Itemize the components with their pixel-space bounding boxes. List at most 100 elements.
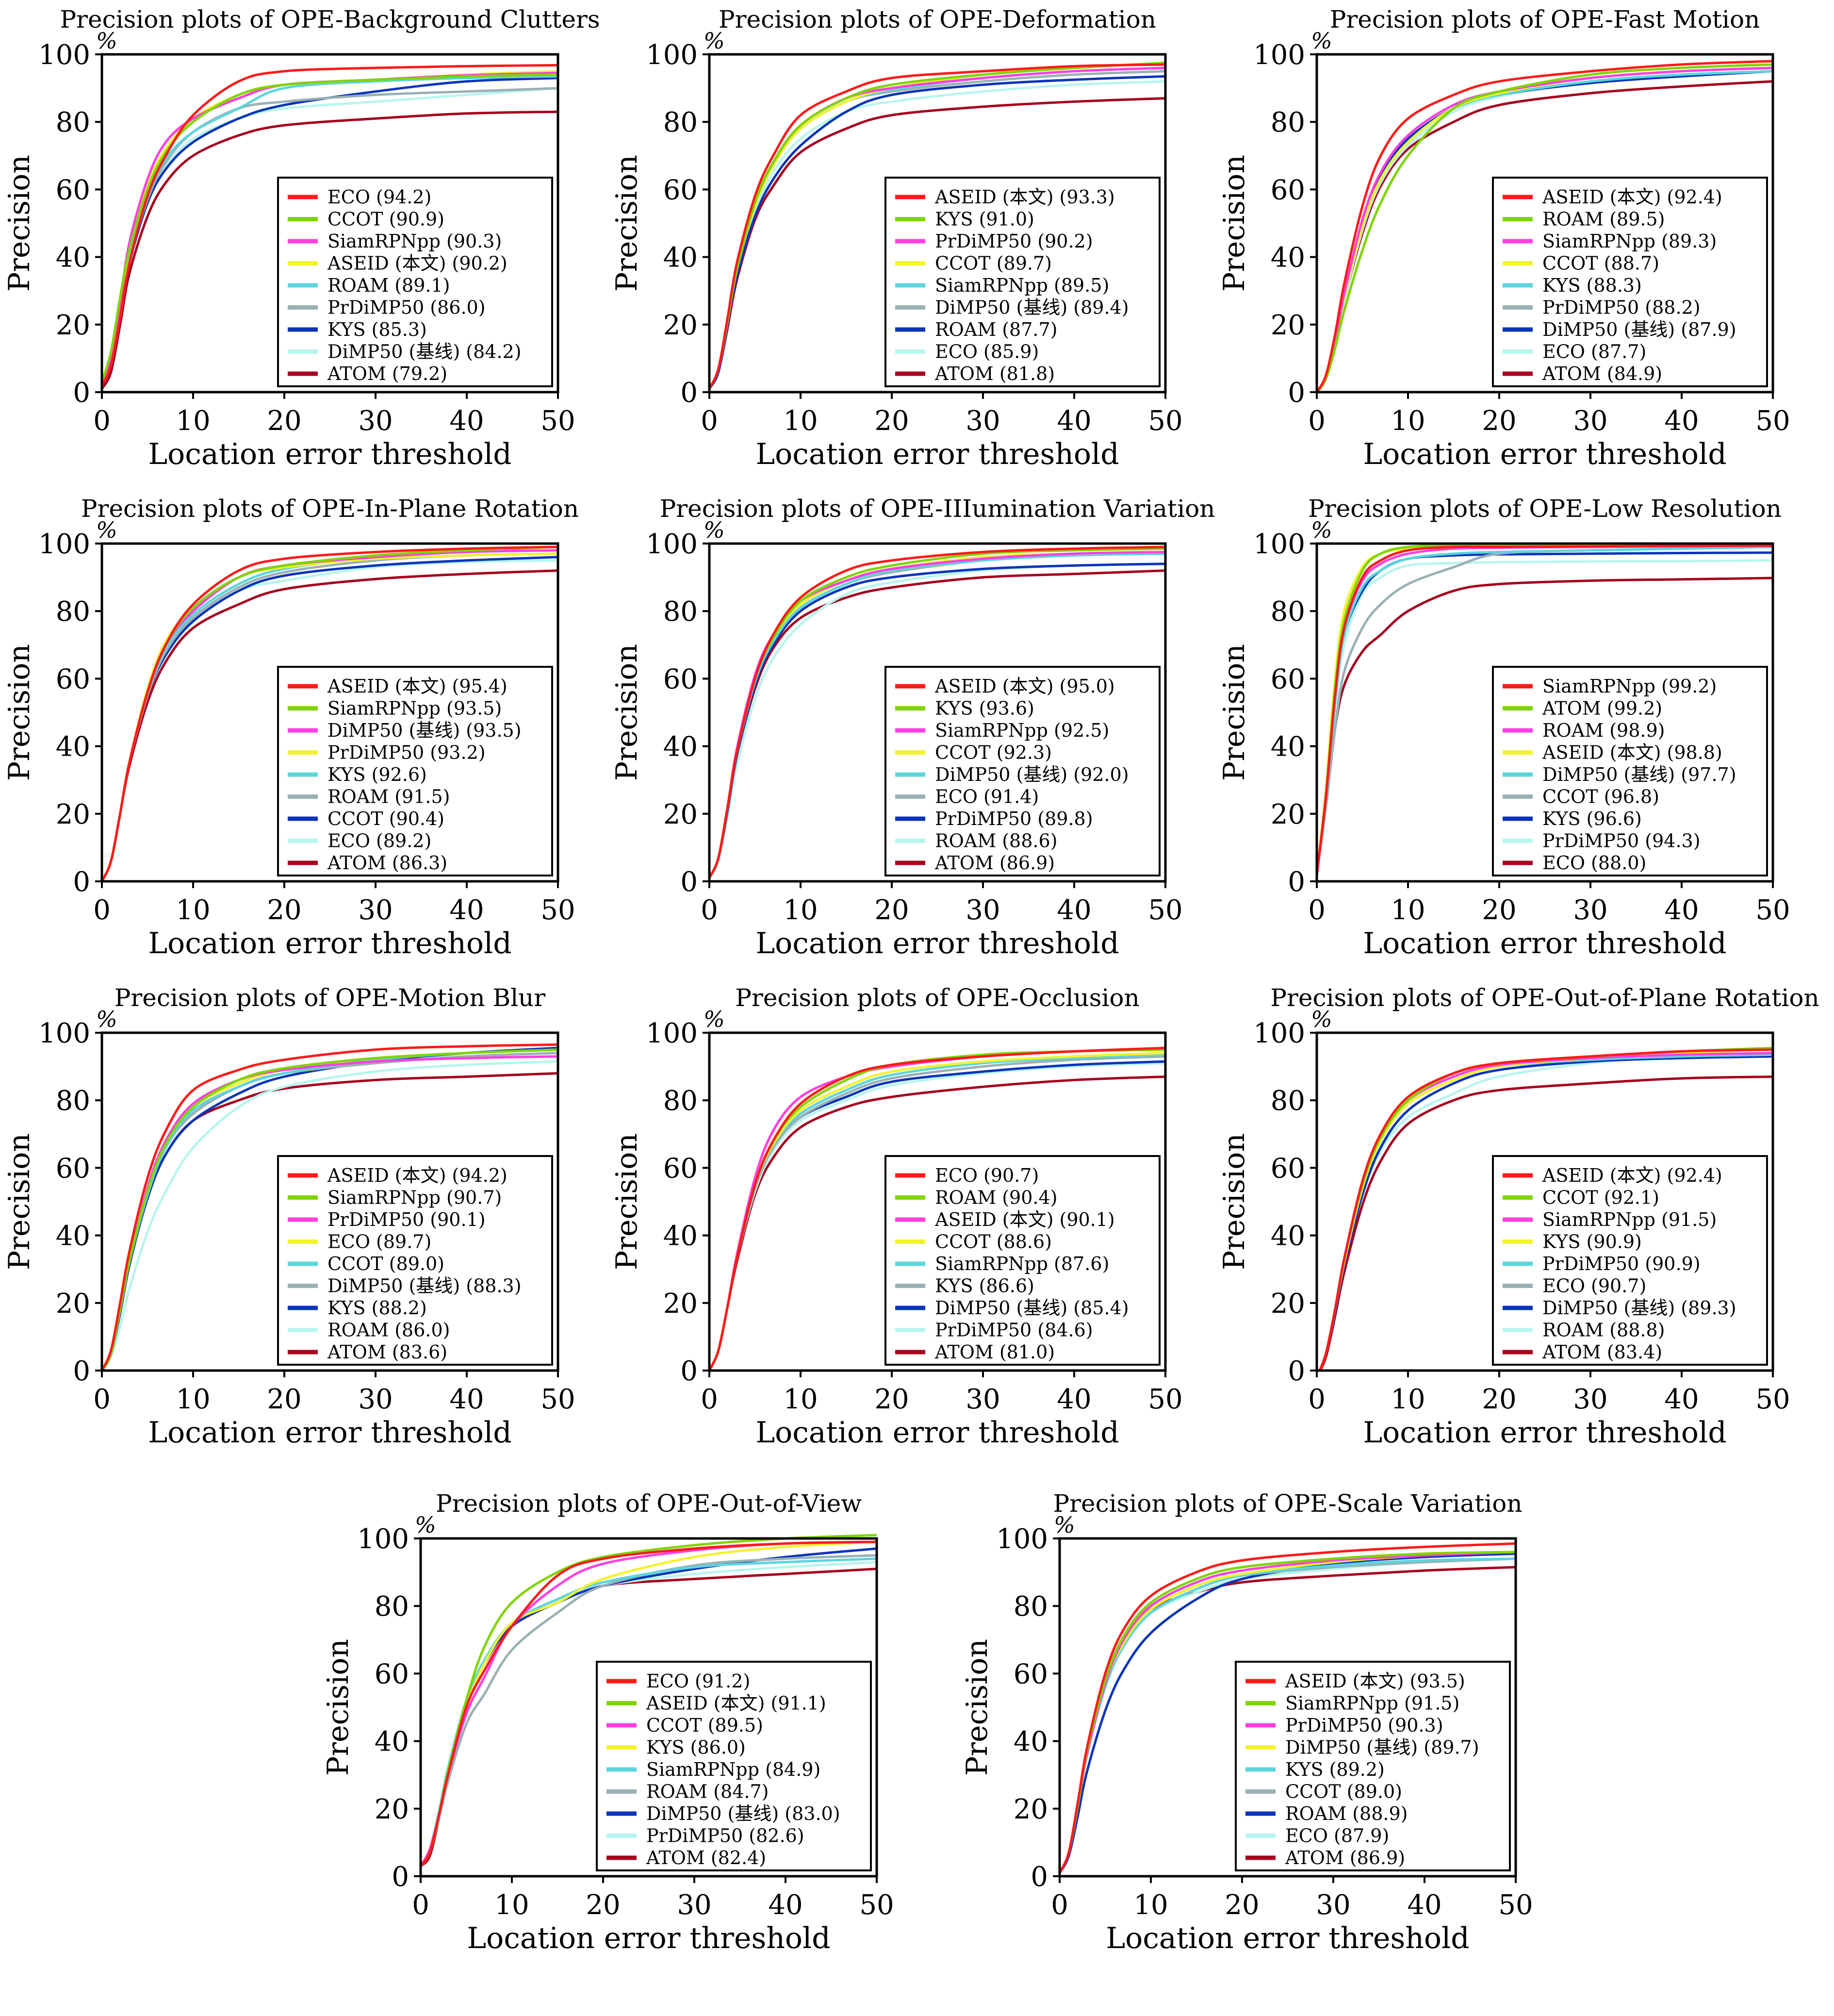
x-tick-label: 20 — [1225, 1889, 1259, 1921]
legend-item: PrDiMP50 (90.3) — [1245, 1715, 1443, 1736]
legend-item: CCOT (92.1) — [1503, 1187, 1659, 1208]
legend-label: SiamRPNpp (90.3) — [328, 231, 502, 252]
x-tick-label: 30 — [966, 405, 1000, 437]
series-lines — [709, 1046, 1165, 1371]
y-tick-label: 0 — [73, 377, 90, 409]
x-tick-label: 10 — [783, 1384, 818, 1415]
legend-item: SiamRPNpp (89.5) — [895, 275, 1109, 296]
chart-panel: Precision plots of OPE-Fast Motion% 0 10 20… — [1217, 5, 1790, 471]
legend-label: ASEID (本文) (90.2) — [327, 253, 508, 274]
legend-label: CCOT (88.7) — [1542, 253, 1659, 274]
legend-item: PrDiMP50 (84.6) — [895, 1320, 1093, 1341]
x-tick-label: 40 — [449, 1384, 484, 1415]
legend-label: CCOT (90.9) — [328, 209, 444, 230]
legend-item: ASEID (本文) (93.3) — [895, 186, 1115, 208]
x-tick-label: 50 — [1755, 1384, 1790, 1415]
x-tick-label: 50 — [1755, 405, 1790, 437]
legend-label: PrDiMP50 (89.8) — [935, 808, 1093, 829]
legend-item: ASEID (本文) (92.4) — [1503, 186, 1722, 208]
legend-item: ASEID (本文) (95.0) — [895, 676, 1115, 697]
y-unit-label: % — [704, 28, 725, 54]
y-tick-label: 40 — [663, 1221, 698, 1252]
series-line-aseid — [709, 63, 1165, 390]
x-tick-label: 50 — [1148, 405, 1182, 437]
legend-label: CCOT (89.5) — [646, 1715, 763, 1736]
x-tick-label: 50 — [540, 894, 575, 926]
x-tick-label: 0 — [93, 894, 111, 926]
x-axis-label: Location error threshold — [148, 437, 511, 471]
x-tick-label: 40 — [768, 1889, 802, 1921]
y-tick-label: 40 — [1271, 1221, 1305, 1252]
legend-item: KYS (86.6) — [895, 1275, 1034, 1297]
legend-item: ECO (87.9) — [1245, 1825, 1389, 1847]
legend-item: ATOM (86.3) — [288, 852, 447, 874]
plot-group: Precision plots of OPE-Out-of-View% 0 10 20… — [321, 1489, 894, 1955]
series-lines — [102, 545, 558, 881]
series-lines — [1318, 1046, 1773, 1371]
x-tick-label: 30 — [1573, 405, 1607, 437]
legend: ECO (90.7)ROAM (90.4)ASEID (本文) (90.1)CC… — [884, 1155, 1161, 1366]
legend-label: KYS (96.6) — [1542, 808, 1642, 829]
legend-item: SiamRPNpp (93.5) — [288, 698, 502, 719]
plot-frame — [1315, 542, 1774, 883]
y-tick-label: 0 — [1031, 1861, 1048, 1893]
y-tick-label: 80 — [1014, 1591, 1048, 1622]
legend-label: SiamRPNpp (91.5) — [1542, 1209, 1717, 1230]
y-tick-label: 80 — [663, 1085, 698, 1117]
y-tick-label: 60 — [1014, 1658, 1048, 1690]
y-tick-label: 20 — [663, 1288, 698, 1320]
legend-label: KYS (85.3) — [328, 319, 427, 340]
legend-item: CCOT (90.9) — [288, 209, 444, 230]
legend-label: ATOM (84.9) — [1542, 363, 1662, 384]
y-tick-label: 20 — [56, 1288, 90, 1320]
chart-panel: Precision plots of OPE-Background Clutte… — [2, 5, 600, 471]
y-tick-label: 40 — [56, 1221, 90, 1252]
y-tick-label: 40 — [56, 242, 90, 274]
legend-item: ATOM (86.9) — [1245, 1847, 1405, 1868]
legend-item: DiMP50 (基线) (89.7) — [1245, 1737, 1479, 1758]
x-tick-label: 0 — [1308, 1384, 1326, 1415]
legend-box — [1492, 177, 1768, 387]
x-tick-label: 30 — [358, 894, 393, 926]
x-axis-label: Location error threshold — [1106, 1921, 1469, 1955]
legend-label: SiamRPNpp (87.6) — [935, 1253, 1109, 1274]
series-line-aseid — [102, 1043, 558, 1371]
x-tick-label: 50 — [1148, 894, 1182, 926]
legend-item: ECO (85.9) — [895, 341, 1039, 363]
legend-label: ROAM (90.4) — [935, 1187, 1057, 1208]
legend-item: SiamRPNpp (87.6) — [895, 1253, 1109, 1274]
legend-item: CCOT (89.0) — [1245, 1781, 1402, 1802]
legend-item: KYS (93.6) — [895, 698, 1034, 719]
y-tick-label: 20 — [56, 799, 90, 830]
legend-label: CCOT (89.7) — [935, 253, 1052, 274]
plot-frame — [1315, 1031, 1774, 1372]
legend-box — [884, 1155, 1161, 1366]
y-tick-label: 40 — [663, 731, 698, 763]
x-tick-label: 0 — [93, 405, 111, 437]
legend-item: KYS (85.3) — [288, 319, 427, 340]
y-tick-label: 0 — [1288, 1355, 1305, 1387]
y-tick-label: 40 — [1271, 242, 1305, 274]
legend-item: ECO (90.7) — [1503, 1275, 1646, 1297]
plot-frame — [419, 1537, 878, 1878]
plot-frame — [708, 53, 1167, 394]
x-tick-label: 10 — [1391, 894, 1425, 926]
series-line-aseid — [1317, 60, 1773, 392]
legend-item: KYS (86.0) — [606, 1737, 746, 1758]
legend-label: ROAM (88.6) — [935, 830, 1057, 852]
x-tick-label: 50 — [1498, 1889, 1533, 1921]
y-axis-label: Precision — [610, 1133, 644, 1270]
legend-item: SiamRPNpp (99.2) — [1503, 676, 1717, 697]
x-tick-label: 50 — [540, 1384, 575, 1415]
y-tick-label: 0 — [392, 1861, 409, 1893]
legend-item: PrDiMP50 (94.3) — [1503, 830, 1701, 852]
legend-item: PrDiMP50 (82.6) — [606, 1825, 804, 1847]
legend-item: ECO (94.2) — [288, 186, 431, 208]
legend-item: SiamRPNpp (89.3) — [1503, 231, 1717, 252]
legend-label: DiMP50 (基线) (89.3) — [1542, 1297, 1736, 1319]
legend-item: CCOT (89.0) — [288, 1253, 444, 1274]
series-line-roam — [1060, 1552, 1516, 1874]
y-axis-label: Precision — [1217, 644, 1251, 781]
legend-item: DiMP50 (基线) (88.3) — [288, 1275, 522, 1297]
legend-label: ATOM (83.4) — [1542, 1341, 1662, 1363]
